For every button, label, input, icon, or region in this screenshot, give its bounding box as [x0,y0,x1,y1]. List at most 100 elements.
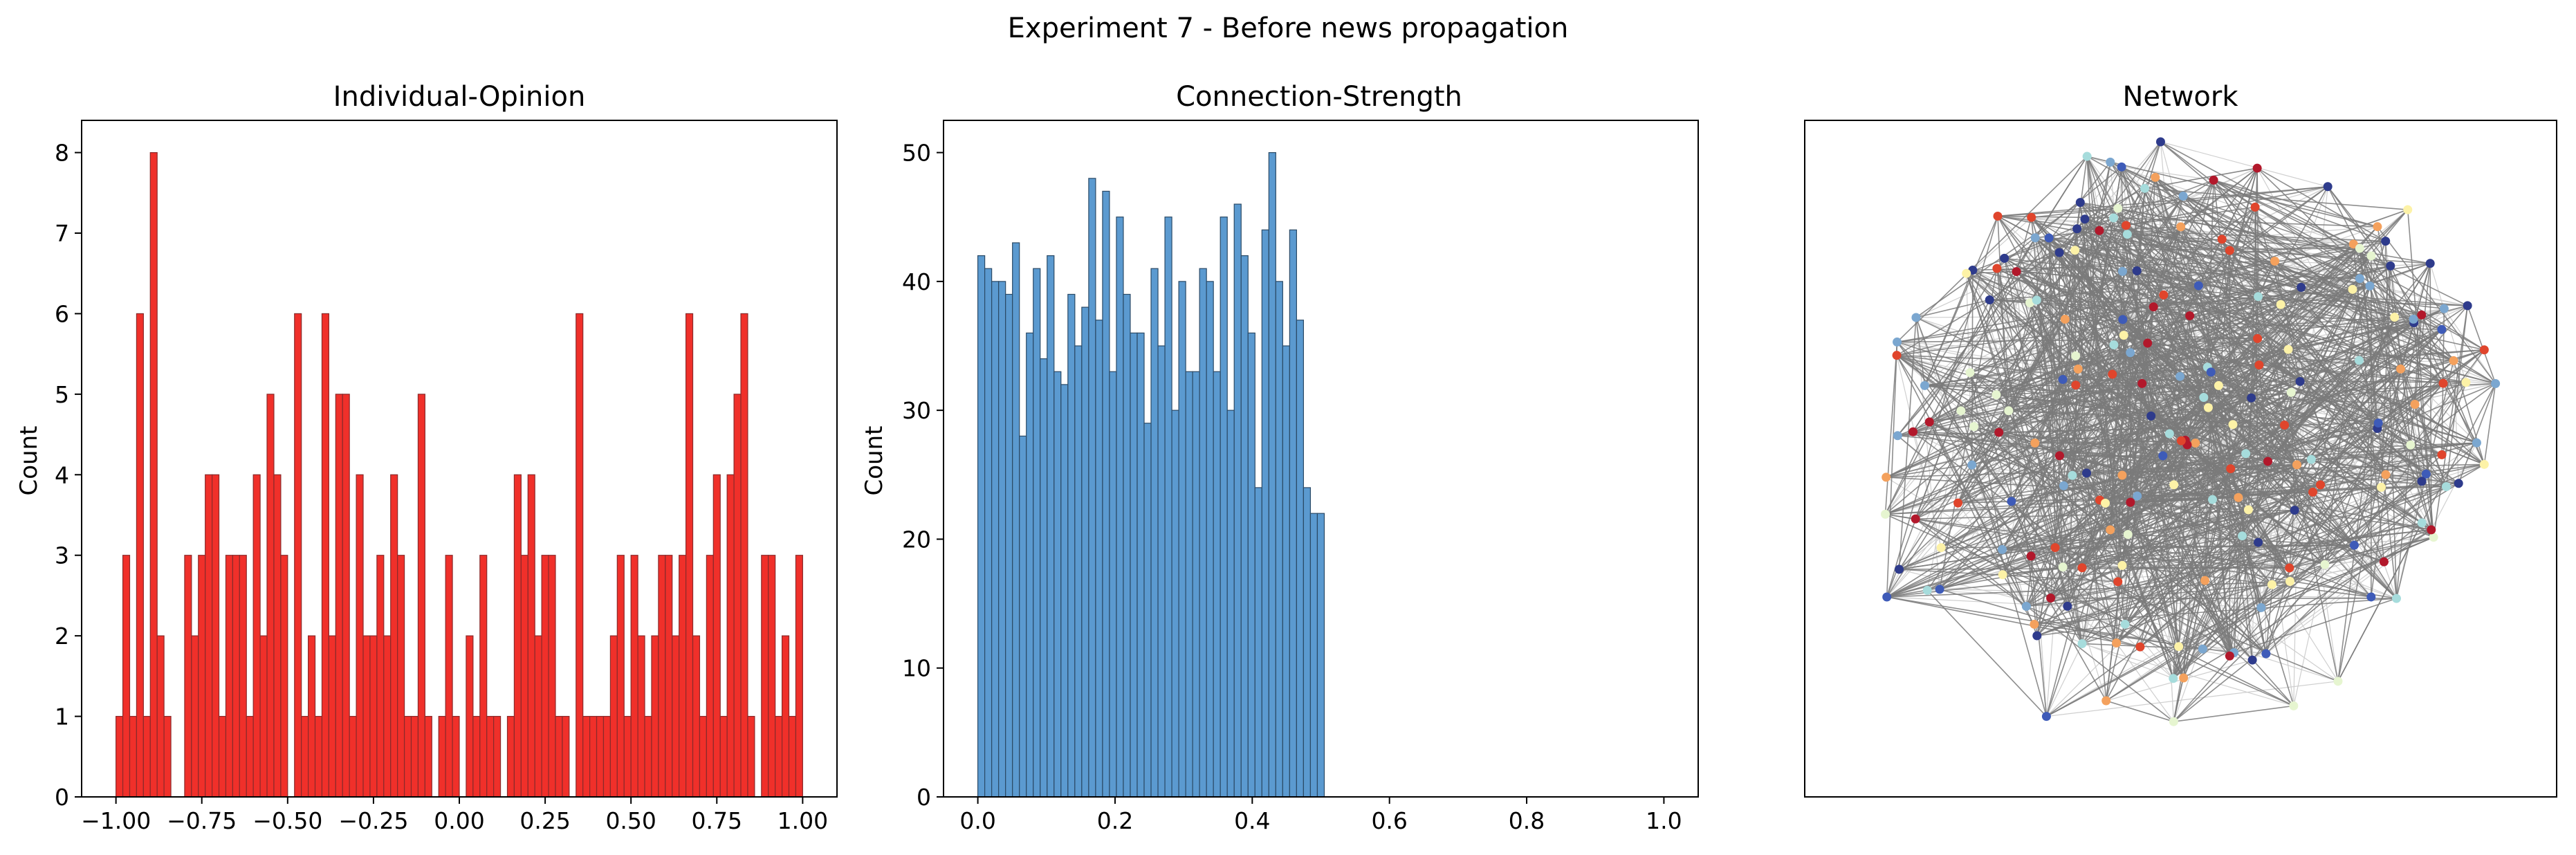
opinion-bar [273,474,282,798]
opinion-bar [225,555,233,798]
opinion-x-tick-label: 0.75 [692,807,742,834]
network-node [2126,497,2135,507]
network-node [1911,514,1920,524]
opinion-bar [740,313,748,798]
network-edge [2207,314,2422,368]
network-node [2386,261,2395,270]
opinion-y-tick-label: 4 [55,461,69,488]
connection-x-tick-label: 0.8 [1509,807,1545,834]
opinion-y-tick-label: 1 [55,704,69,730]
network-edge [2117,208,2209,408]
opinion-bar [301,715,309,798]
network-edge [2011,271,2124,502]
network-node [2243,505,2253,515]
connection-bar [1054,371,1062,798]
network-node [2263,457,2273,466]
network-edge [2213,179,2360,249]
opinion-bar [644,715,652,798]
network-node [2425,259,2435,268]
connection-bar [1282,345,1290,798]
network-node [2117,266,2127,276]
network-node [2113,577,2123,587]
opinion-bar [308,635,316,798]
network-edge [2048,237,2063,567]
network-node [2122,230,2132,239]
network-node [2118,315,2128,324]
network-edge [1965,273,2083,644]
network-node [2041,712,2051,721]
network-node [2290,506,2299,515]
opinion-bar [136,313,144,798]
network-edge [2122,475,2174,679]
network-edge [2086,472,2107,701]
opinion-bar [623,715,632,798]
opinion-bar [576,313,584,798]
network-edge [2414,263,2431,405]
connection-bar [1060,384,1069,798]
network-edge [2002,574,2035,625]
network-edge [1896,341,2123,566]
network-node [2046,593,2056,603]
network-edge [2034,442,2187,445]
connection-x-tick-label: 0.6 [1371,807,1407,834]
network-node [2063,601,2072,611]
network-edge [2207,180,2214,367]
opinion-y-tick-label: 0 [55,784,69,811]
network-node [2417,477,2427,486]
network-node [2395,364,2405,374]
network-edge [2036,444,2188,636]
network-node [2025,298,2034,308]
connection-x-tick-label: 1.0 [1646,807,1682,834]
connection-strength-histogram: Connection-Strength Count 0.0 0.2 0.4 0.6 0.… [861,81,1699,834]
network-edge [2205,535,2243,581]
network-node [2193,281,2203,291]
network-node [2123,530,2133,540]
connection-bar [1199,268,1207,798]
network-edge [1939,461,2268,590]
network-node [2254,360,2264,370]
network-edge [2105,483,2459,504]
network-edge [2162,455,2214,500]
connection-bar [1289,229,1297,798]
connection-bar [1226,410,1235,798]
connection-bar [1192,371,1200,798]
network-edge [2122,314,2422,567]
network-node [2295,376,2305,386]
network-node [2106,157,2115,167]
network-node [2373,418,2383,428]
network-node [1922,585,1932,595]
network-node [2199,392,2209,402]
network-edge [2050,349,2289,599]
network-edge [2390,263,2431,266]
network-edge [2067,605,2294,707]
opinion-bar [679,555,687,798]
network-edge [2045,529,2111,717]
connection-bar [1130,332,1138,798]
network-edge [2433,305,2468,537]
network-edge [2144,167,2258,190]
network-node [2077,638,2087,648]
network-node [1985,295,1994,305]
network-edge [2062,509,2295,568]
network-edge [2241,535,2294,706]
connection-bar [984,268,993,798]
network-node [2198,644,2207,654]
network-edge [2160,141,2328,187]
network-node [2333,677,2343,686]
network-edge [2256,168,2259,297]
network-edge [2467,305,2496,384]
network-edge [2029,252,2060,304]
network-edge [2173,473,2427,679]
network-node [2133,491,2142,501]
network-edge [1899,452,2246,570]
network-edge [1989,208,2119,301]
network-node [2438,378,2448,388]
connection-bar [1178,281,1186,798]
connection-axes-frame [943,120,1699,798]
network-node [1993,211,2003,221]
connection-y-tick-label: 50 [902,140,931,167]
opinion-bar [712,474,721,798]
network-edge [2046,564,2326,717]
network-node [2461,378,2471,387]
network-edge [2198,285,2398,599]
